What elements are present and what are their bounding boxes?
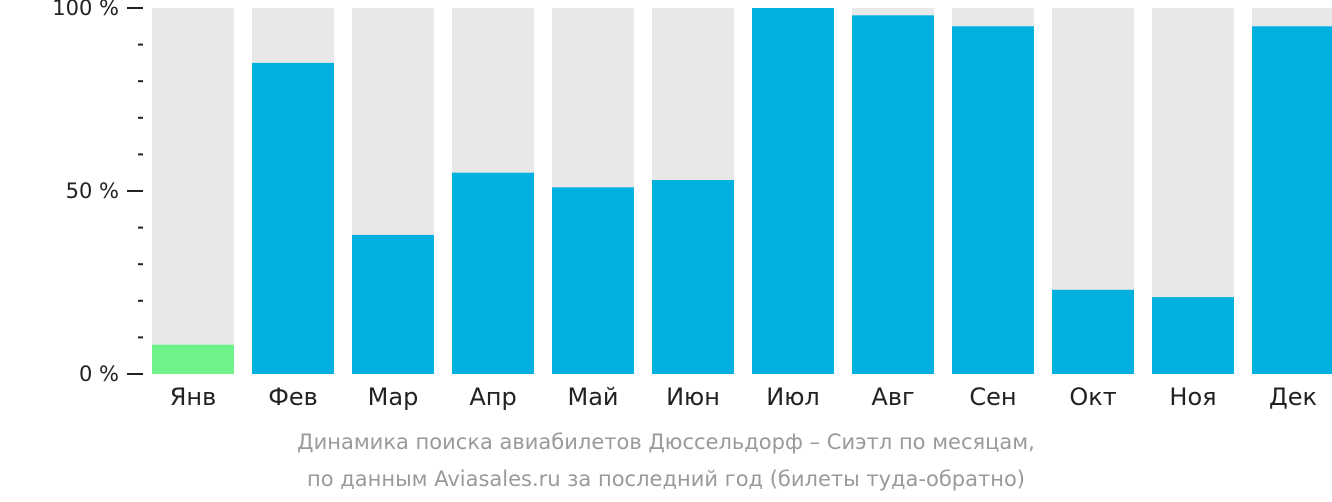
x-tick-label: Окт <box>1069 383 1116 411</box>
x-tick-label: Авг <box>871 383 914 411</box>
chart-caption-line-2: по данным Aviasales.ru за последний год … <box>307 467 1025 491</box>
x-tick-label: Июл <box>766 383 820 411</box>
x-tick-label: Фев <box>268 383 318 411</box>
x-tick-label: Апр <box>469 383 516 411</box>
x-tick-label: Сен <box>969 383 1016 411</box>
bar <box>752 8 834 374</box>
x-tick-label: Дек <box>1269 383 1317 411</box>
bar-background <box>152 8 234 374</box>
bar <box>552 187 634 374</box>
y-tick-label: 100 % <box>52 0 119 20</box>
bar <box>852 15 934 374</box>
x-tick-label: Июн <box>666 383 720 411</box>
bar <box>652 180 734 374</box>
bar <box>1152 297 1234 374</box>
chart-caption-line-1: Динамика поиска авиабилетов Дюссельдорф … <box>297 430 1035 454</box>
bar <box>152 344 234 374</box>
x-tick-label: Май <box>567 383 618 411</box>
bar <box>352 234 434 374</box>
bar <box>1052 289 1134 374</box>
x-tick-label: Ноя <box>1169 383 1216 411</box>
x-tick-label: Мар <box>368 383 419 411</box>
x-tick-label: Янв <box>170 383 217 411</box>
y-tick-label: 50 % <box>66 179 119 203</box>
bar <box>252 62 334 375</box>
bar <box>952 26 1034 375</box>
y-tick-label: 0 % <box>79 362 119 386</box>
bar <box>1252 26 1332 375</box>
bar <box>452 172 534 374</box>
